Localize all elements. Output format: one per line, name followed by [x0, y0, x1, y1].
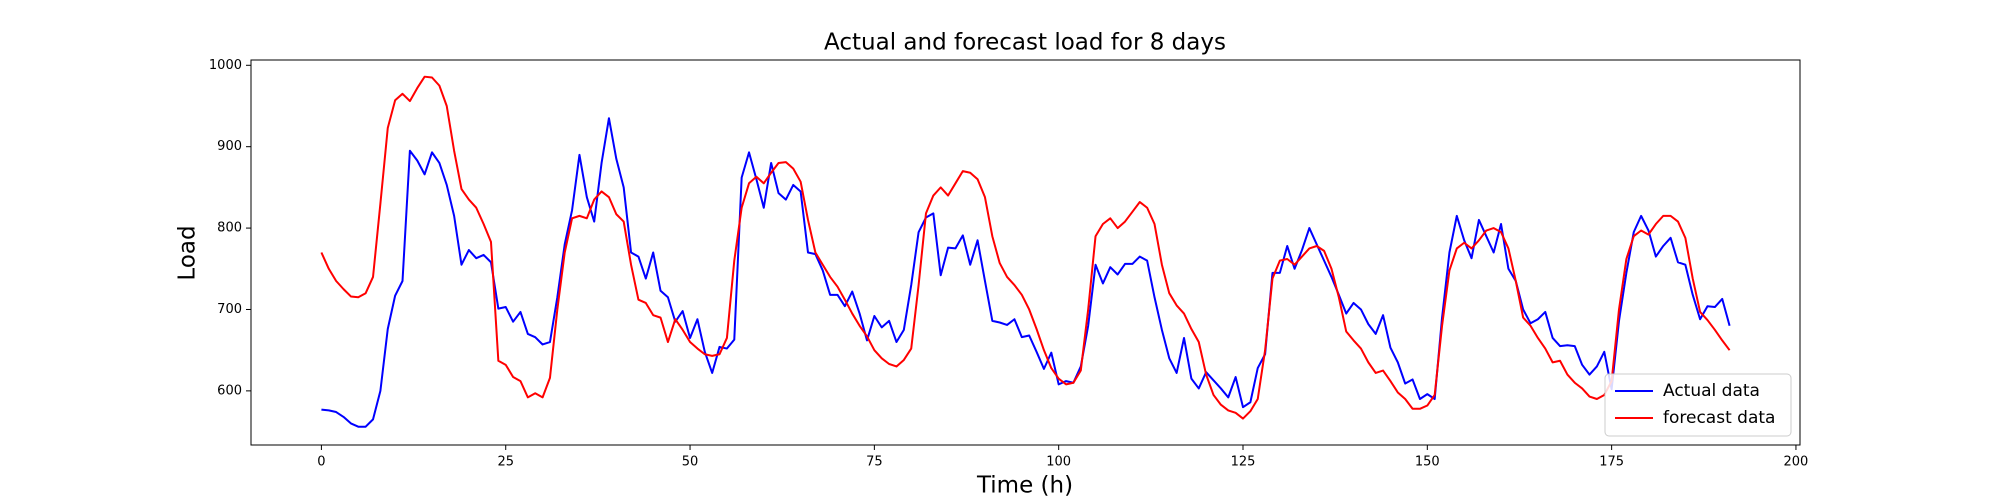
x-tick-label: 125	[1231, 455, 1256, 470]
data-line	[320, 75, 1731, 420]
y-axis-label: Load	[175, 225, 201, 280]
y-tick-label: 600	[217, 383, 242, 398]
x-tick-label: 100	[1046, 455, 1071, 470]
legend-box	[1604, 373, 1792, 437]
x-tick-label: 175	[1599, 455, 1624, 470]
y-tick-label: 800	[217, 221, 242, 236]
x-axis-label: Time (h)	[976, 473, 1073, 499]
plot-frame	[250, 59, 1801, 446]
legend: Actual data forecast data	[1604, 373, 1792, 437]
chart-title: Actual and forecast load for 8 days	[824, 30, 1226, 56]
x-tick-label: 25	[497, 455, 514, 470]
x-tick-label: 75	[866, 455, 883, 470]
x-tick-label: 200	[1784, 455, 1809, 470]
legend-label: Actual data	[1663, 381, 1760, 401]
x-tick-label: 0	[317, 455, 325, 470]
y-tick-label: 700	[217, 302, 242, 317]
y-tick-label: 900	[217, 139, 242, 154]
x-tick-label: 50	[682, 455, 699, 470]
x-tick-label: 150	[1415, 455, 1440, 470]
y-tick-label: 1000	[209, 58, 242, 73]
legend-label: forecast data	[1663, 408, 1775, 428]
data-line	[321, 117, 1731, 428]
